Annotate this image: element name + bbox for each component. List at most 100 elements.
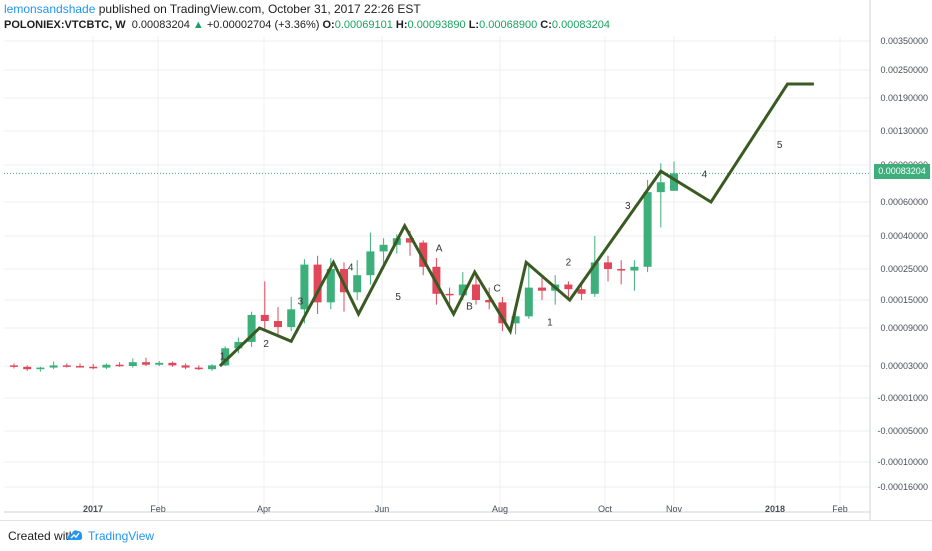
candle-body-up — [524, 287, 533, 317]
candle-body-up — [630, 266, 639, 271]
wave-label: 1 — [547, 318, 553, 329]
price-chart[interactable]: 0.00350000 0.00250000 0.00190000 0.00130000… — [0, 0, 932, 520]
open-value: 0.00069101 — [334, 19, 393, 31]
candle-body-down — [274, 321, 282, 328]
ohlc-legend: POLONIEX:VTCBTC, W 0.00083204 ▲ +0.00002… — [4, 19, 610, 31]
candle-body-down — [10, 365, 18, 367]
x-tick-label: Nov — [666, 504, 683, 514]
candle-body-up — [247, 314, 256, 342]
y-tick-label: 0.00015000 — [880, 295, 928, 305]
y-tick-label: 0.00350000 — [880, 36, 928, 46]
publish-text: published on TradingView.com, October 31… — [98, 2, 421, 16]
candle-body-up — [155, 362, 164, 365]
y-tick-label: -0.00016000 — [877, 482, 928, 492]
y-tick-label: 0.00003000 — [880, 361, 928, 371]
x-tick-label: 2018 — [765, 504, 785, 514]
wave-label: 2 — [263, 339, 269, 350]
candle-body-up — [353, 275, 362, 293]
candle-body-down — [260, 314, 269, 321]
candle-body-up — [300, 264, 309, 310]
low-value: 0.00068900 — [479, 19, 538, 31]
wave-label: 1 — [220, 352, 226, 363]
tradingview-brand[interactable]: TradingView — [88, 529, 155, 543]
low-label: L: — [468, 19, 480, 31]
wave-label: C — [494, 283, 501, 294]
candle-body-down — [168, 362, 177, 366]
candle-body-up — [656, 182, 665, 193]
wave-label: 4 — [702, 169, 708, 180]
candle-body-up — [287, 309, 296, 328]
y-tick-label: -0.00001000 — [877, 393, 928, 403]
publish-info: lemonsandshade published on TradingView.… — [4, 2, 421, 16]
close-label: C: — [540, 19, 552, 31]
change-arrow-icon: ▲ — [192, 19, 204, 31]
candle-body-up — [379, 244, 388, 252]
y-tick-label: 0.00040000 — [880, 231, 928, 241]
candle-body-down — [313, 264, 322, 303]
candle-body-down — [23, 366, 32, 370]
y-tick-label: 0.00060000 — [880, 197, 928, 207]
candle-body-up — [366, 251, 375, 276]
candle-body-up — [511, 316, 520, 324]
close-value: 0.00083204 — [551, 19, 611, 31]
candle-body-up — [102, 364, 111, 368]
candle-body-down — [340, 269, 348, 293]
y-tick-label: 0.00190000 — [880, 93, 928, 103]
candle-body-up — [458, 284, 467, 296]
candle-body-up — [643, 192, 652, 267]
y-tick-label: 0.00250000 — [880, 65, 928, 75]
candle-body-up — [670, 173, 678, 191]
x-tick-label: 2017 — [83, 504, 103, 514]
candle-body-up — [128, 362, 137, 366]
created-with-text: Created with — [8, 529, 76, 543]
wave-count-line — [218, 82, 814, 368]
candle-body-down — [76, 366, 84, 368]
candle-body-down — [498, 302, 507, 324]
author-name[interactable]: lemonsandshade — [4, 2, 96, 16]
candle-body-down — [472, 284, 480, 300]
candle-body-up — [49, 365, 58, 368]
wave-label: 3 — [625, 201, 631, 212]
candle-body-down — [115, 364, 124, 367]
tradingview-logo-icon[interactable] — [66, 528, 84, 542]
x-tick-label: Oct — [598, 504, 613, 514]
candle-body-down — [485, 300, 494, 303]
wave-label: 2 — [566, 258, 572, 269]
last-price: 0.00083204 — [131, 19, 190, 31]
candle-body-up — [234, 341, 243, 349]
y-tick-label: -0.00005000 — [877, 426, 928, 436]
candle-body-up — [36, 367, 45, 370]
y-tick-label: -0.00010000 — [877, 457, 928, 467]
footer: Created with TradingView — [0, 520, 932, 551]
high-label: H: — [395, 19, 408, 31]
candle-body-down — [419, 242, 428, 267]
x-tick-label: Feb — [150, 504, 166, 514]
candle-body-down — [445, 293, 454, 296]
candle-body-up — [326, 269, 335, 303]
high-value: 0.00093890 — [407, 19, 466, 31]
candle-body-down — [89, 366, 98, 369]
candle-body-down — [604, 262, 612, 269]
candle-body-down — [577, 289, 586, 294]
candle-body-down — [62, 365, 71, 367]
candle-body-up — [590, 262, 599, 294]
candle-body-down — [181, 365, 190, 368]
x-tick-label: Feb — [832, 504, 848, 514]
candle-body-up — [221, 348, 230, 366]
x-tick-label: Apr — [257, 504, 271, 514]
wave-label: B — [466, 301, 473, 312]
y-tick-label: 0.00130000 — [880, 126, 928, 136]
candle-body-down — [406, 238, 414, 243]
symbol-label: POLONIEX:VTCBTC, W — [4, 19, 126, 31]
open-label: O: — [322, 19, 335, 31]
candle-body-down — [617, 269, 626, 271]
x-tick-label: Jun — [375, 504, 390, 514]
wave-label: 3 — [298, 297, 304, 308]
candle-body-down — [194, 367, 203, 370]
current-price-tag: 0.00083204 — [874, 164, 930, 179]
wave-label: 5 — [395, 292, 401, 303]
candle-body-up — [208, 365, 216, 370]
candle-body-down — [564, 284, 573, 290]
candle-body-down — [538, 287, 546, 291]
wave-label: A — [436, 243, 443, 254]
